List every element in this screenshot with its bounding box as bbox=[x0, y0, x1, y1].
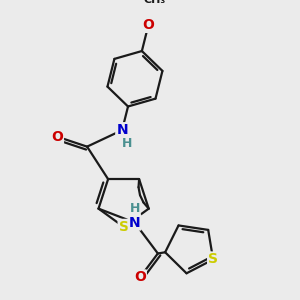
Text: S: S bbox=[118, 220, 129, 234]
Text: S: S bbox=[208, 253, 218, 266]
Text: O: O bbox=[51, 130, 63, 144]
Text: O: O bbox=[142, 18, 154, 32]
Text: O: O bbox=[134, 270, 146, 284]
Text: H: H bbox=[130, 202, 140, 215]
Text: N: N bbox=[116, 123, 128, 137]
Text: CH₃: CH₃ bbox=[144, 0, 166, 5]
Text: H: H bbox=[122, 137, 133, 150]
Text: N: N bbox=[129, 215, 140, 230]
